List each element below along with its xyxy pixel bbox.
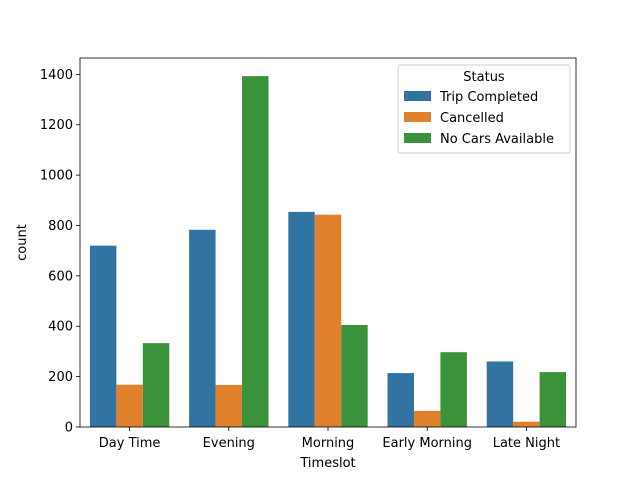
y-axis-label: count [15, 224, 30, 261]
legend-swatch-no-cars-available [404, 133, 431, 143]
legend-box [397, 64, 571, 154]
bar-cancelled-early-morning [413, 410, 441, 427]
legend-swatch-cancelled [404, 112, 431, 122]
y-tick-label: 200 [48, 370, 73, 385]
bar-trip-completed-late-night [486, 361, 514, 427]
x-tick-label: Evening [203, 436, 255, 451]
legend-title: Status [463, 70, 505, 85]
legend-swatch-trip-completed [404, 91, 431, 101]
bar-no-cars-available-early-morning [440, 352, 467, 427]
legend-label-cancelled: Cancelled [440, 111, 504, 126]
legend: Status Trip Completed Cancelled No Cars Av… [397, 64, 571, 154]
bar-trip-completed-day-time [89, 245, 117, 427]
x-tick-label: Early Morning [382, 436, 472, 451]
plot-frame [79, 57, 577, 428]
y-tick-label: 400 [48, 320, 73, 335]
bar-cancelled-late-night [513, 421, 540, 427]
bar-no-cars-available-day-time [142, 343, 170, 427]
legend-label-trip-completed: Trip Completed [439, 90, 538, 105]
bar-trip-completed-morning [288, 211, 315, 427]
y-tick-label: 800 [48, 219, 73, 234]
y-axis-ticks: 0 200 400 600 800 1000 1200 1400 [40, 68, 80, 436]
x-tick-label: Morning [302, 436, 355, 451]
bars-group [89, 76, 567, 427]
y-tick-label: 600 [48, 269, 73, 284]
bar-cancelled-morning [314, 214, 342, 427]
bar-cancelled-evening [215, 384, 243, 427]
y-tick-label: 1200 [40, 118, 73, 133]
y-tick-label: 0 [65, 421, 73, 436]
x-tick-label: Late Night [493, 436, 560, 451]
x-axis-ticks: Day Time Evening Morning Early Morning Late … [99, 427, 560, 451]
bar-trip-completed-early-morning [387, 373, 414, 427]
y-tick-label: 1000 [40, 169, 73, 184]
x-tick-label: Day Time [99, 436, 161, 451]
bar-no-cars-available-evening [242, 76, 269, 427]
legend-label-no-cars-available: No Cars Available [440, 132, 554, 147]
bar-no-cars-available-late-night [539, 372, 567, 427]
bar-cancelled-day-time [116, 384, 143, 427]
bar-no-cars-available-morning [341, 324, 368, 427]
y-tick-label: 1400 [40, 68, 73, 83]
bar-trip-completed-evening [189, 229, 216, 427]
x-axis-label: Timeslot [299, 456, 355, 471]
